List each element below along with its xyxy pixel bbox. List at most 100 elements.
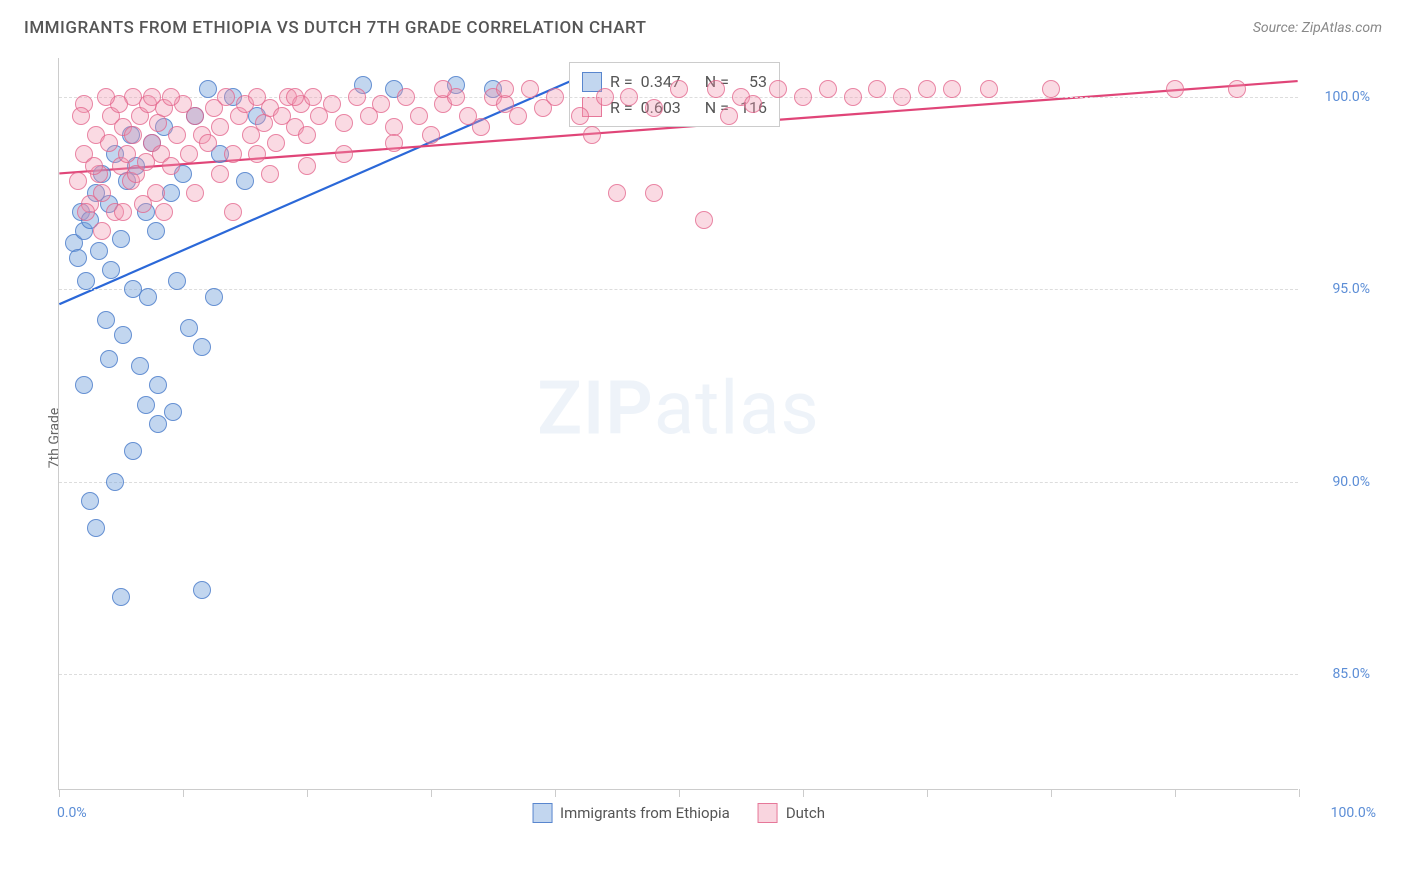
data-point [422,126,440,144]
data-point [298,157,316,175]
data-point [224,203,242,221]
data-point [472,118,490,136]
trend-lines [59,58,1298,789]
data-point [137,396,155,414]
data-point [149,114,167,132]
data-point [645,99,663,117]
data-point [236,172,254,190]
data-point [744,95,762,113]
data-point [112,230,130,248]
data-point [620,88,638,106]
data-point [397,88,415,106]
x-tick [431,789,432,797]
x-tick [1175,789,1176,797]
y-tick-label: 90.0% [1332,474,1370,490]
data-point [571,107,589,125]
data-point [180,319,198,337]
data-point [769,80,787,98]
data-point [77,272,95,290]
x-tick [927,789,928,797]
data-point [372,95,390,113]
data-point [81,492,99,510]
data-point [162,157,180,175]
data-point [205,288,223,306]
legend-item-dutch: Dutch [758,803,825,823]
data-point [199,80,217,98]
legend-item-ethiopia: Immigrants from Ethiopia [532,803,730,823]
y-tick-label: 95.0% [1332,281,1370,297]
data-point [124,126,142,144]
data-point [69,172,87,190]
chart-container: 7th Grade ZIPatlas R = 0.347 N = 53 R = … [58,58,1378,818]
data-point [164,403,182,421]
data-point [248,145,266,163]
data-point [100,350,118,368]
data-point [434,80,452,98]
data-point [496,80,514,98]
data-point [87,519,105,537]
data-point [90,242,108,260]
data-point [335,145,353,163]
data-point [608,184,626,202]
data-point [180,145,198,163]
legend-label: Dutch [786,804,825,822]
data-point [75,376,93,394]
data-point [134,195,152,213]
x-tick [1299,789,1300,797]
data-point [695,211,713,229]
data-point [149,376,167,394]
data-point [186,107,204,125]
data-point [186,184,204,202]
y-tick-label: 85.0% [1332,666,1370,682]
data-point [1228,80,1246,98]
data-point [286,88,304,106]
data-point [1166,80,1184,98]
data-point [261,165,279,183]
data-point [348,88,366,106]
x-tick [59,789,60,797]
data-point [583,126,601,144]
data-point [385,134,403,152]
data-point [85,157,103,175]
data-point [868,80,886,98]
data-point [112,588,130,606]
data-point [97,311,115,329]
data-point [304,88,322,106]
data-point [819,80,837,98]
series-legend: Immigrants from Ethiopia Dutch [532,803,825,823]
data-point [670,80,688,98]
data-point [131,357,149,375]
data-point [93,184,111,202]
x-tick [679,789,680,797]
data-point [224,145,242,163]
data-point [199,134,217,152]
data-point [298,126,316,144]
data-point [645,184,663,202]
header: IMMIGRANTS FROM ETHIOPIA VS DUTCH 7TH GR… [0,0,1406,46]
data-point [118,145,136,163]
swatch-blue-icon [532,803,552,823]
x-tick [307,789,308,797]
data-point [267,134,285,152]
data-point [124,442,142,460]
data-point [97,88,115,106]
swatch-pink-icon [758,803,778,823]
x-tick [803,789,804,797]
source-attribution: Source: ZipAtlas.com [1253,20,1382,36]
data-point [93,222,111,240]
gridline [59,674,1298,675]
data-point [211,165,229,183]
data-point [720,107,738,125]
data-point [102,261,120,279]
data-point [980,80,998,98]
data-point [72,107,90,125]
data-point [323,95,341,113]
data-point [100,134,118,152]
data-point [509,107,527,125]
gridline [59,482,1298,483]
data-point [143,88,161,106]
chart-title: IMMIGRANTS FROM ETHIOPIA VS DUTCH 7TH GR… [24,18,647,38]
plot-area: ZIPatlas R = 0.347 N = 53 R = 0.603 N = … [58,58,1298,790]
data-point [147,222,165,240]
data-point [149,415,167,433]
